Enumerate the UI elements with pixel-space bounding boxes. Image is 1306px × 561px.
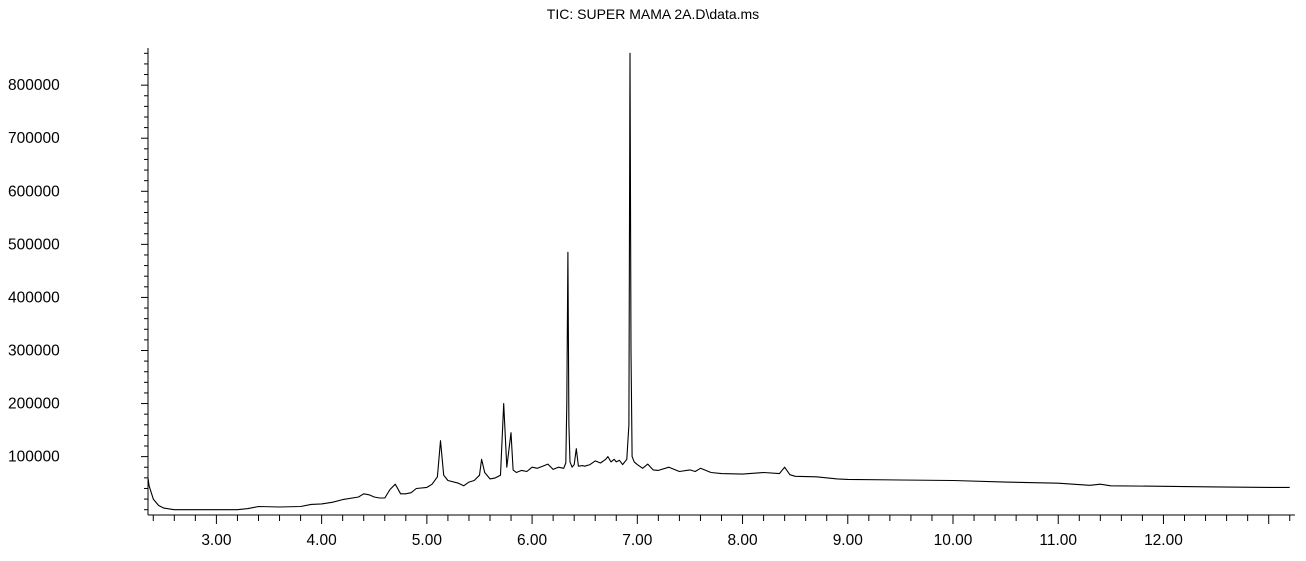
chart-title: TIC: SUPER MAMA 2A.D\data.ms [546, 6, 760, 22]
y-tick-label: 800000 [8, 77, 60, 94]
y-tick-label: 100000 [8, 449, 60, 466]
y-tick-label: 500000 [8, 236, 60, 253]
x-tick-label: 5.00 [412, 532, 443, 549]
y-tick-label: 200000 [8, 396, 60, 413]
y-tick-label: 300000 [8, 342, 60, 359]
x-tick-label: 12.00 [1144, 532, 1183, 549]
x-tick-label: 3.00 [201, 532, 232, 549]
x-tick-label: 6.00 [517, 532, 548, 549]
x-tick-label: 8.00 [727, 532, 758, 549]
x-tick-label: 4.00 [307, 532, 338, 549]
tic-trace-line [147, 52, 1290, 511]
y-tick-label: 700000 [8, 130, 60, 147]
x-tick-label: 7.00 [622, 532, 653, 549]
x-tick-label: 11.00 [1039, 532, 1077, 549]
x-tick-label: 9.00 [833, 532, 864, 549]
x-tick-label: 10.00 [934, 532, 973, 549]
y-tick-label: 400000 [8, 289, 60, 306]
y-tick-label: 600000 [8, 183, 60, 200]
